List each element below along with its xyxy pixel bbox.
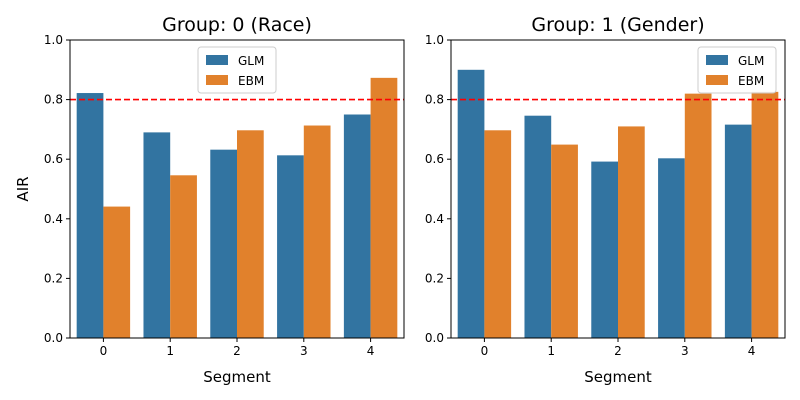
y-tick-label: 0.2 xyxy=(425,271,444,285)
bar-ebm-segment-4 xyxy=(751,91,779,339)
bar-ebm-segment-0 xyxy=(103,206,131,338)
y-tick-label: 0.4 xyxy=(425,212,444,226)
bar-glm-segment-0 xyxy=(457,69,485,339)
x-tick-label: 1 xyxy=(547,344,555,358)
y-tick-label: 0.6 xyxy=(44,152,63,166)
x-tick-label: 3 xyxy=(681,344,689,358)
bar-ebm-segment-2 xyxy=(618,126,645,338)
y-tick-label: 0.2 xyxy=(44,271,63,285)
y-tick-label: 0.0 xyxy=(44,331,63,345)
bar-glm-segment-2 xyxy=(591,161,618,338)
x-tick-label: 0 xyxy=(100,344,108,358)
bar-glm-segment-0 xyxy=(76,93,104,338)
x-tick-label: 2 xyxy=(233,344,241,358)
bar-ebm-segment-1 xyxy=(551,144,578,338)
bar-glm-segment-4 xyxy=(724,124,752,338)
bar-glm-segment-1 xyxy=(524,115,552,338)
legend-label-glm: GLM xyxy=(238,54,264,68)
bar-glm-segment-2 xyxy=(210,149,237,338)
chart-title: Group: 1 (Gender) xyxy=(531,14,704,36)
y-tick-label: 0.6 xyxy=(425,152,444,166)
y-tick-label: 1.0 xyxy=(44,33,63,47)
y-tick-label: 0.0 xyxy=(425,331,444,345)
legend-swatch-ebm xyxy=(706,75,728,85)
y-tick-label: 0.8 xyxy=(44,93,63,107)
legend: GLM EBM xyxy=(197,46,277,94)
bar-glm-segment-1 xyxy=(143,132,171,338)
bar-ebm-segment-1 xyxy=(170,175,197,338)
x-tick-label: 3 xyxy=(300,344,308,358)
y-axis-label: AIR xyxy=(14,176,32,201)
bar-ebm-segment-2 xyxy=(237,130,264,338)
bar-glm-segment-3 xyxy=(277,155,304,338)
y-tick-label: 1.0 xyxy=(425,33,444,47)
legend: GLM EBM xyxy=(697,46,777,94)
bar-glm-segment-4 xyxy=(343,114,371,338)
x-tick-label: 2 xyxy=(614,344,622,358)
legend-label-ebm: EBM xyxy=(238,74,264,88)
y-tick-label: 0.8 xyxy=(425,93,444,107)
bar-ebm-segment-3 xyxy=(303,125,331,338)
bar-ebm-segment-4 xyxy=(370,77,398,338)
legend-label-ebm: EBM xyxy=(738,74,764,88)
legend-swatch-ebm xyxy=(206,75,228,85)
legend-swatch-glm xyxy=(706,55,728,65)
bar-ebm-segment-3 xyxy=(684,93,712,338)
legend-swatch-glm xyxy=(206,55,228,65)
bar-ebm-segment-0 xyxy=(484,130,512,338)
bar-glm-segment-3 xyxy=(658,158,685,338)
x-tick-label: 4 xyxy=(748,344,756,358)
x-tick-label: 4 xyxy=(367,344,375,358)
y-tick-label: 0.4 xyxy=(44,212,63,226)
x-tick-label: 0 xyxy=(481,344,489,358)
x-axis-label: Segment xyxy=(584,368,652,386)
legend-label-glm: GLM xyxy=(738,54,764,68)
x-tick-label: 1 xyxy=(166,344,174,358)
chart-panel-1: 0.0 0.2 0.4 0.6 0.8 1.0 0 1 2 3 4 Group: 1 (Gender)… xyxy=(425,14,786,386)
chart-title: Group: 0 (Race) xyxy=(162,14,312,36)
chart-panel-0: 0.0 0.2 0.4 0.6 0.8 1.0 0 1 2 3 4 Group: 0 (Race) Se… xyxy=(14,14,405,386)
x-axis-label: Segment xyxy=(203,368,271,386)
